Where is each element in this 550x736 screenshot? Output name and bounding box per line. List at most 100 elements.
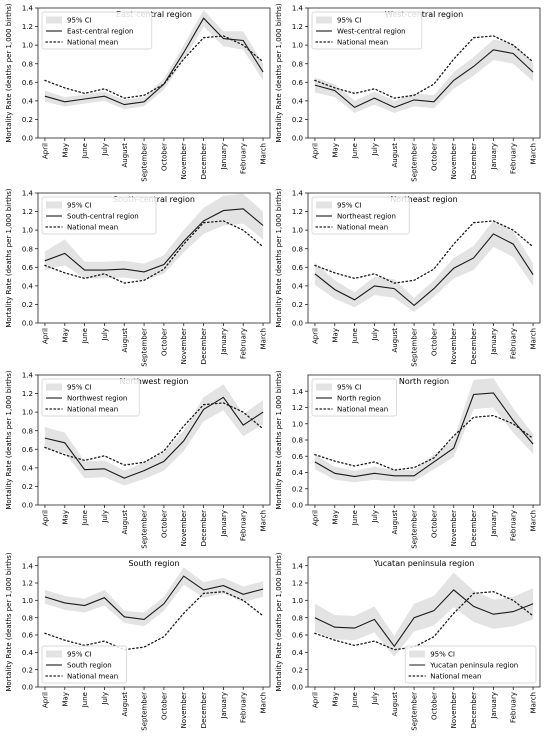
region-point [262,411,265,414]
y-tick-label: 0.2 [292,116,303,124]
x-tick-label: October [160,510,168,538]
y-tick-label: 1.0 [22,409,33,417]
national-point [314,632,317,635]
y-tick-label: 0.4 [292,469,304,477]
national-point [44,446,47,449]
legend: 95% CI Yucatan peninsula region National m… [404,645,537,684]
x-tick-label: July [101,143,109,157]
region-point [373,97,376,100]
region-point [123,103,126,106]
legend-label: National mean [67,224,118,232]
y-tick-label: 1.0 [292,42,303,50]
x-tick-label: February [510,328,518,359]
y-tick-label: 0.0 [22,320,33,328]
legend-ci-swatch [46,16,62,24]
x-tick-label: June [351,143,359,159]
national-point [373,640,376,643]
y-tick-label: 0.8 [22,60,33,68]
y-tick-label: 0.6 [292,632,304,640]
y-tick-label: 1.2 [292,208,303,216]
region-point [512,610,515,613]
national-point [163,450,166,453]
national-point [452,612,455,615]
national-point [532,615,535,618]
national-point [63,87,66,90]
x-tick-label: March [530,510,538,531]
x-tick-label: November [450,692,458,729]
x-tick-label: October [430,328,438,356]
y-tick-label: 0.6 [22,264,34,272]
national-point [373,87,376,90]
legend-label: National mean [337,406,388,414]
national-point [492,414,495,417]
x-tick-label: April [41,328,49,344]
ci-band [314,220,534,312]
x-tick-label: August [121,510,129,535]
national-point [242,599,245,602]
y-tick-label: 0.0 [292,320,303,328]
x-tick-label: March [530,143,538,164]
x-tick-label: April [41,692,49,708]
region-point [103,467,106,470]
x-tick-label: March [260,692,268,713]
plot-frame [37,7,271,139]
region-point [433,100,436,103]
x-tick-label: November [180,328,188,365]
x-tick-label: August [121,143,129,168]
x-tick-label: November [450,143,458,180]
national-point [314,264,317,267]
legend-label: 95% CI [67,17,92,25]
y-tick-label: 0.2 [22,301,33,309]
legend-box [311,378,397,417]
national-point [532,437,535,440]
legend-label: South-central region [67,213,139,221]
y-tick-label: 0.8 [22,245,33,253]
x-tick-label: March [260,143,268,164]
region-point [413,99,416,102]
ci-band [44,384,264,486]
x-tick-label: April [311,510,319,526]
x-tick-label: March [530,328,538,349]
x-tick-label: July [101,328,109,342]
legend-label: National mean [67,39,118,47]
legend-label: North region [337,395,381,403]
region-point [452,589,455,592]
national-point [262,428,265,431]
y-tick-label: 1.2 [292,404,303,412]
region-point [63,252,66,255]
region-point [202,17,205,20]
y-tick-label: 0.4 [22,97,34,105]
national-point [433,83,436,86]
national-point [143,646,146,649]
x-tick-label: August [391,692,399,717]
y-tick-label: 1.0 [22,597,33,605]
legend-label: Northwest region [67,395,127,403]
region-point [163,263,166,266]
national-point [492,590,495,593]
y-tick-label: 0.0 [22,684,33,692]
x-tick-label: May [331,510,339,524]
chart-panel-3: 0.0 0.2 0.4 0.6 0.8 1.0 1.2 1.4 April May June July… [5,188,271,367]
national-point [393,282,396,285]
x-tick-label: December [470,143,478,179]
chart-panel-7: 0.0 0.2 0.4 0.6 0.8 1.0 1.2 1.4 April May June July… [5,552,271,731]
plot-frame [307,556,541,688]
y-tick-label: 1.2 [22,390,33,398]
region-point [433,609,436,612]
region-point [532,602,535,605]
region-point [472,393,475,396]
national-point [472,36,475,39]
national-point [512,229,515,232]
region-point [44,437,47,440]
legend-ci-swatch [409,650,426,658]
legend: 95% CI South-central region National mean [41,196,157,235]
x-tick-label: April [41,510,49,526]
y-tick-label: 0.6 [292,79,304,87]
y-tick-label: 0.2 [22,116,33,124]
national-point [222,35,225,38]
y-tick-label: 0.8 [292,437,303,445]
national-point [202,592,205,595]
national-point [143,94,146,97]
national-point [222,220,225,223]
